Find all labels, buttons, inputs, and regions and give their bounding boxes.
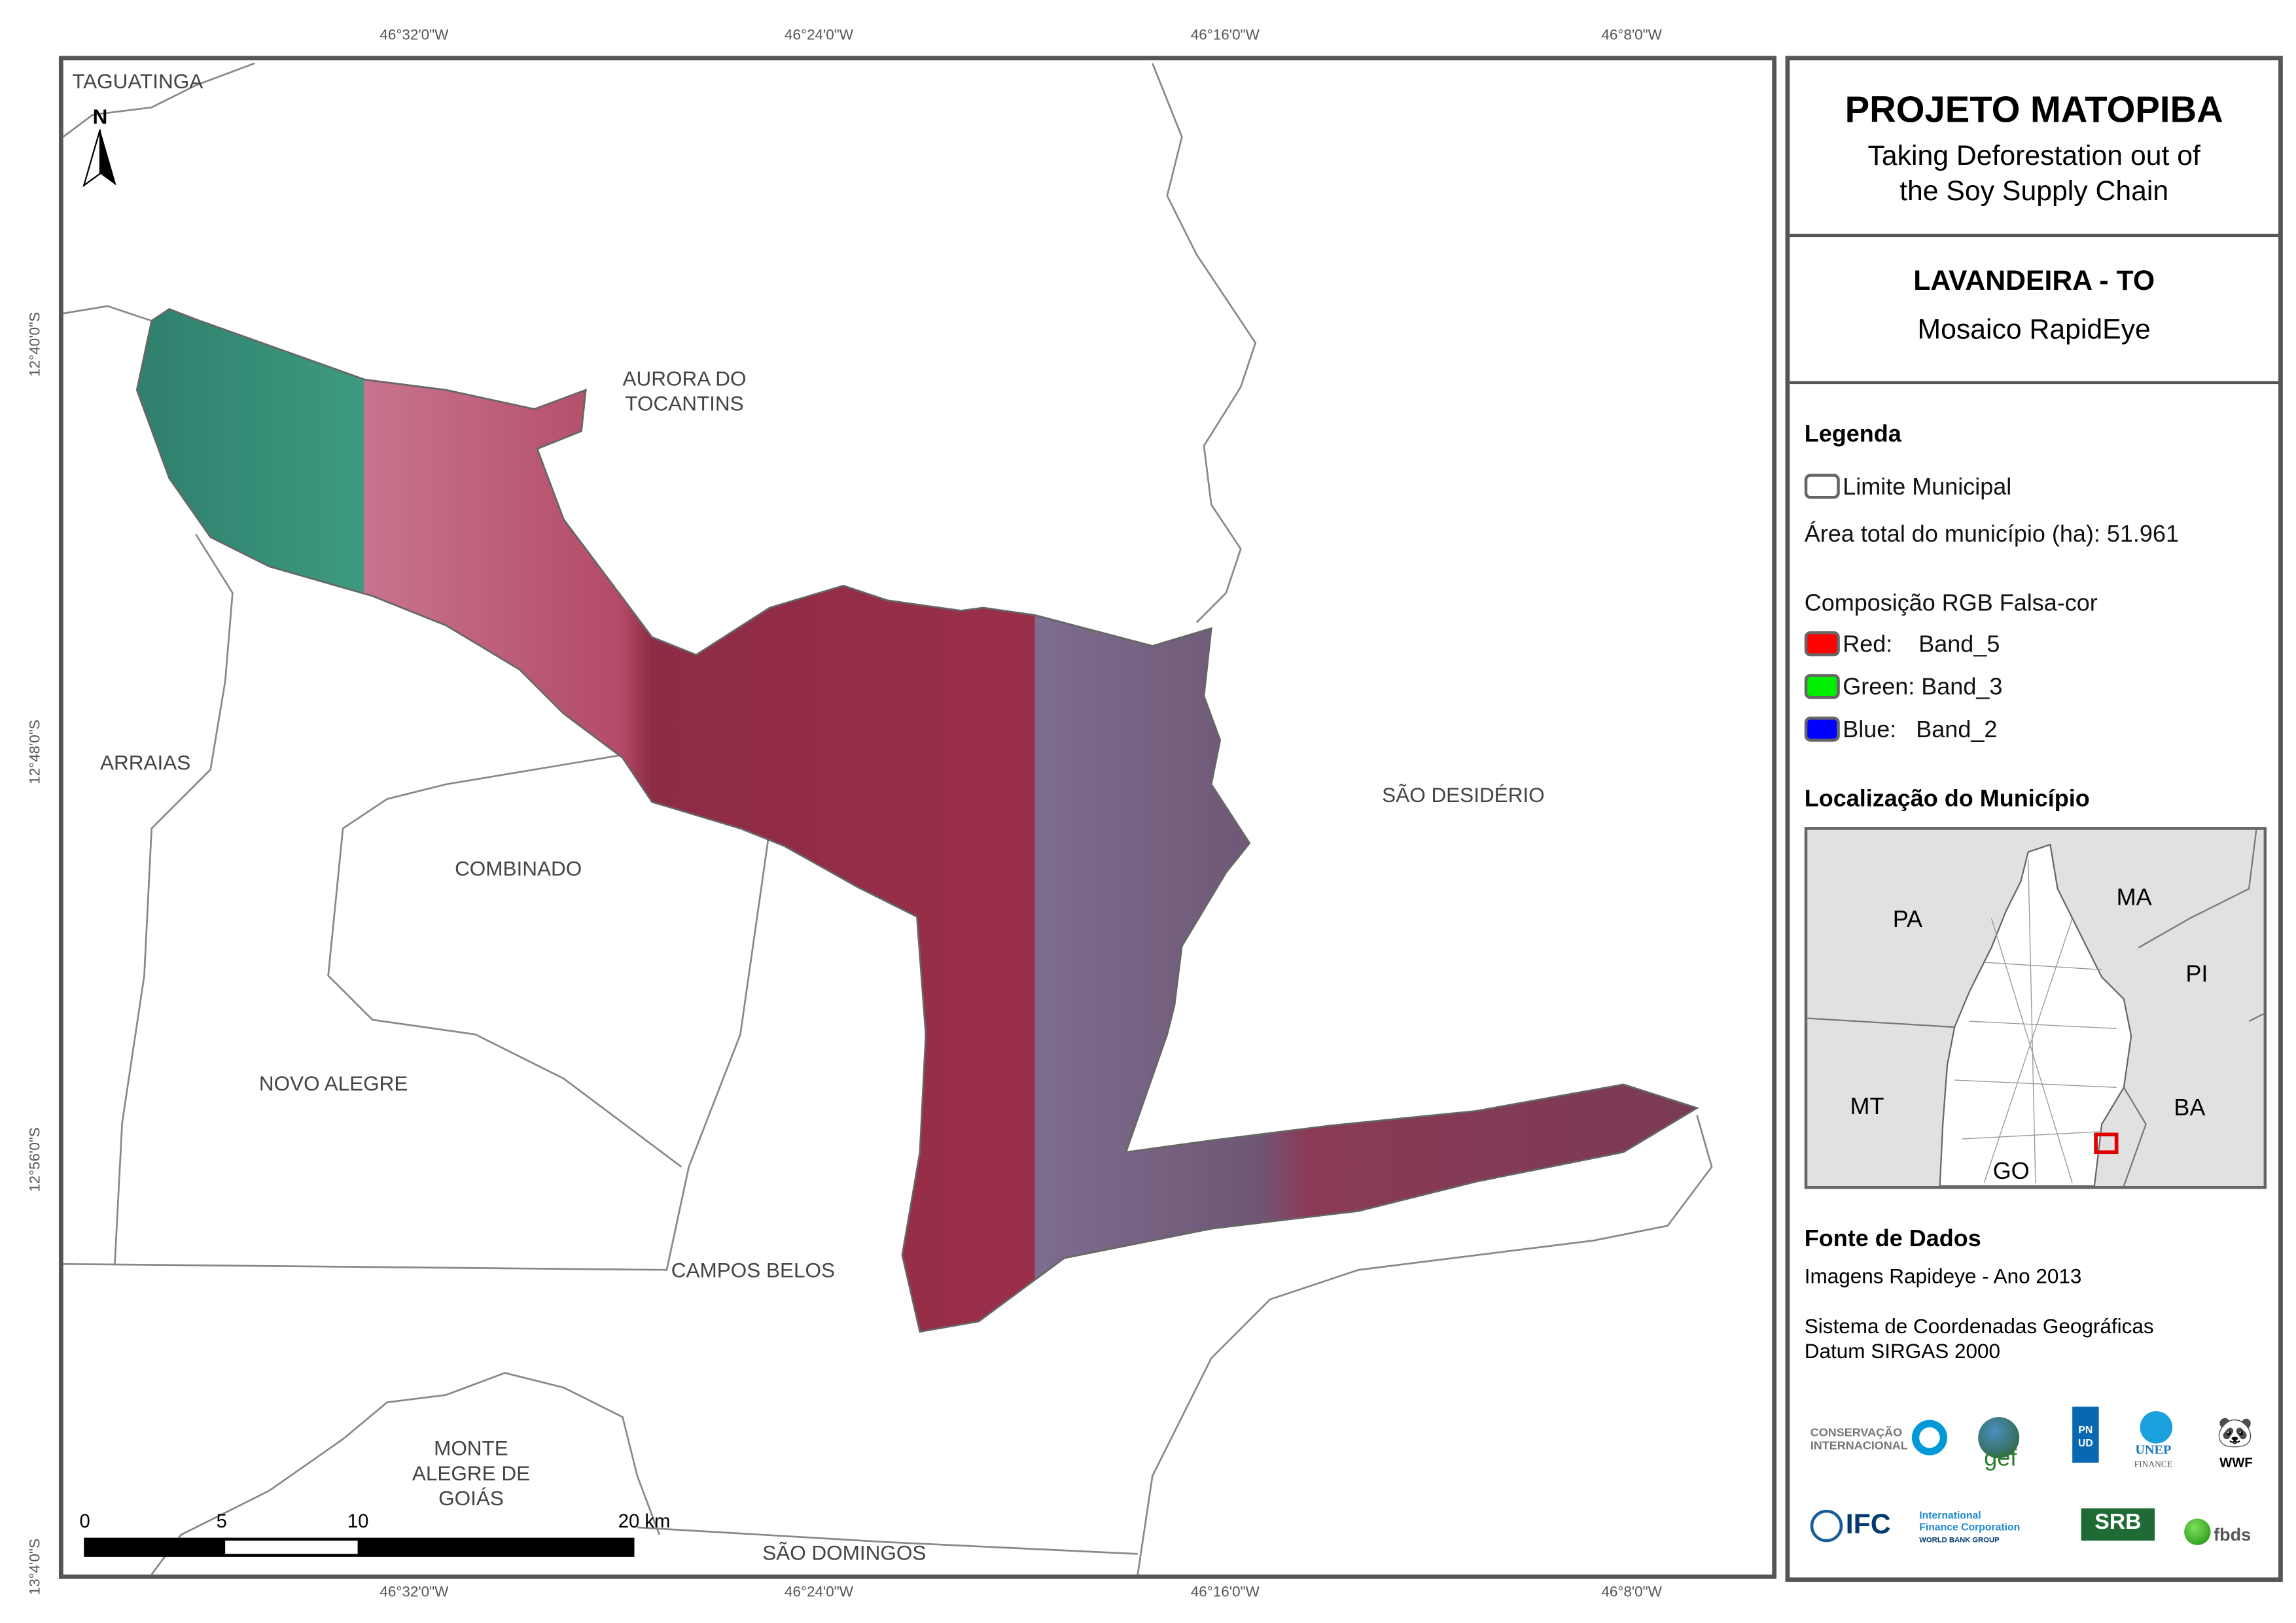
location-marker [2094,1132,2119,1155]
place-label-combinado: COMBINADO [455,856,582,881]
place-label-sao-domingos: SÃO DOMINGOS [762,1541,927,1565]
place-label-novo-alegre: NOVO ALEGRE [258,1071,408,1095]
place-label-campos-belos: CAMPOS BELOS [671,1258,836,1282]
place-label-aurora: AURORA DO TOCANTINS [622,366,747,415]
lon-tick-top: 46°24'0"W [784,27,854,44]
logo-fbds: fbds [2214,1524,2252,1545]
blue-swatch [1804,716,1840,742]
fbds-ball-icon [2184,1518,2211,1545]
municipal-boundaries [63,62,1713,1575]
lon-tick-bottom: 46°8'0"W [1601,1584,1662,1601]
logo-srb: SRB [2081,1508,2155,1541]
municipality-name: LAVANDEIRA - TO [1913,266,2155,298]
lon-tick-bottom: 46°16'0"W [1190,1584,1260,1601]
ifc-globe-icon [1810,1509,1843,1543]
lon-tick-bottom: 46°24'0"W [784,1584,854,1601]
municipality-image [135,307,1699,1333]
lat-tick: 13°4'0"S [27,1539,44,1596]
scale-bar [84,1537,635,1557]
legend-band-green: Green: Band_3 [1804,674,2003,702]
wwf-panda-icon: 🐼 [2216,1417,2253,1450]
band-label: Red: Band_5 [1843,633,2000,658]
sources-heading: Fonte de Dados [1804,1227,1981,1253]
lon-tick-bottom: 46°32'0"W [380,1584,449,1601]
legend-heading: Legenda [1804,422,1901,447]
north-arrow-label: N [92,104,108,128]
logo-unep: UNEP FINANCE [2134,1442,2173,1471]
green-swatch [1804,674,1840,699]
logo-ifc-text: International Finance Corporation WORLD BA… [1919,1511,2021,1545]
logo-conservacao-internacional: CONSERVAÇÃO INTERNACIONAL [1810,1425,1908,1453]
lat-tick: 12°40'0"S [27,312,44,377]
logo-gef: gef [1984,1446,2017,1472]
project-title: PROJETO MATOPIBA [1845,90,2223,131]
state-label: PI [2185,962,2208,988]
scale-label: 5 [216,1509,227,1532]
lon-tick-top: 46°8'0"W [1601,27,1662,44]
limit-label: Limite Municipal [1843,475,2012,500]
unep-emblem-icon [2140,1411,2173,1444]
map-frame[interactable]: N TAGUATINGA AURORA DO TOCANTINS ARRAIAS… [58,56,1777,1579]
ci-ring-icon [1911,1420,1947,1456]
place-label-arraias: ARRAIAS [99,750,191,775]
lon-tick-top: 46°16'0"W [1190,27,1260,44]
product-name: Mosaico RapidEye [1917,315,2151,346]
scale-label: 20 km [618,1509,671,1532]
state-label: BA [2174,1096,2206,1122]
state-label: PA [1892,907,1923,934]
legend-item-limit: Limite Municipal [1804,474,2012,502]
state-label: MT [1850,1094,1884,1120]
place-label-monte-alegre: MONTE ALEGRE DE GOIÁS [412,1436,531,1510]
band-label: Blue: Band_2 [1843,718,1998,743]
scale-label: 10 [347,1509,369,1532]
lon-tick-top: 46°32'0"W [380,27,449,44]
legend-band-red: Red: Band_5 [1804,631,2000,659]
scale-label: 0 [79,1509,90,1532]
inset-map-svg [1807,829,2264,1187]
gef-globe-icon [1978,1417,2020,1459]
logo-ifc: IFC [1845,1509,1891,1541]
logo-pnud: PN UD [2072,1406,2099,1463]
project-subtitle: Taking Deforestation out of [1867,141,2200,173]
state-label: GO [1992,1159,2030,1185]
sources-datum: Datum SIRGAS 2000 [1804,1338,2001,1363]
logo-wwf: WWF [2219,1455,2253,1471]
sources-crs: Sistema de Coordenadas Geográficas [1804,1314,2154,1338]
project-subtitle: the Soy Supply Chain [1899,176,2169,208]
place-label-taguatinga: TAGUATINGA [72,69,203,93]
location-inset-map: PA MA PI MT BA GO [1804,827,2267,1189]
band-label: Green: Band_3 [1843,675,2003,701]
legend-panel: PROJETO MATOPIBA Taking Deforestation ou… [1785,56,2283,1582]
location-heading: Localização do Município [1804,787,2090,812]
red-swatch [1804,631,1840,657]
area-text: Área total do município (ha): 51.961 [1804,522,2179,548]
limit-swatch [1804,474,1840,499]
state-label: MA [2116,886,2152,911]
sources-images: Imagens Rapideye - Ano 2013 [1804,1264,2082,1288]
north-arrow-icon [82,129,116,188]
composition-heading: Composição RGB Falsa-cor [1804,591,2098,617]
lat-tick: 12°48'0"S [27,720,44,784]
map-canvas [63,62,1713,1575]
lat-tick: 12°56'0"S [27,1127,44,1193]
legend-band-blue: Blue: Band_2 [1804,716,1998,744]
place-label-sao-desiderio: SÃO DESIDÉRIO [1382,782,1545,807]
